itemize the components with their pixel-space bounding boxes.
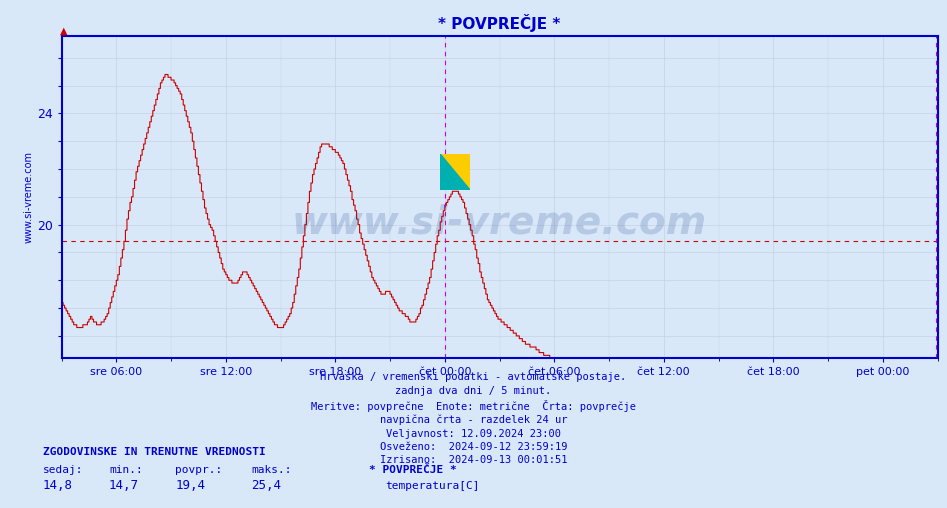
Text: ZGODOVINSKE IN TRENUTNE VREDNOSTI: ZGODOVINSKE IN TRENUTNE VREDNOSTI: [43, 447, 265, 457]
Y-axis label: www.si-vreme.com: www.si-vreme.com: [24, 151, 34, 243]
Text: www.si-vreme.com: www.si-vreme.com: [292, 204, 707, 242]
Text: 14,7: 14,7: [109, 479, 139, 492]
Polygon shape: [440, 154, 471, 190]
Text: 19,4: 19,4: [175, 479, 205, 492]
Title: * POVPREČJE *: * POVPREČJE *: [438, 14, 561, 31]
Text: temperatura[C]: temperatura[C]: [385, 481, 480, 491]
Text: min.:: min.:: [109, 465, 143, 475]
Polygon shape: [440, 154, 471, 190]
Text: 25,4: 25,4: [251, 479, 281, 492]
Text: ▲: ▲: [60, 25, 67, 36]
Text: maks.:: maks.:: [251, 465, 292, 475]
Text: 14,8: 14,8: [43, 479, 73, 492]
Text: Hrvaška / vremenski podatki - avtomatske postaje.
zadnja dva dni / 5 minut.
Meri: Hrvaška / vremenski podatki - avtomatske…: [311, 372, 636, 465]
Text: povpr.:: povpr.:: [175, 465, 223, 475]
Text: * POVPREČJE *: * POVPREČJE *: [369, 465, 457, 475]
Text: sedaj:: sedaj:: [43, 465, 83, 475]
